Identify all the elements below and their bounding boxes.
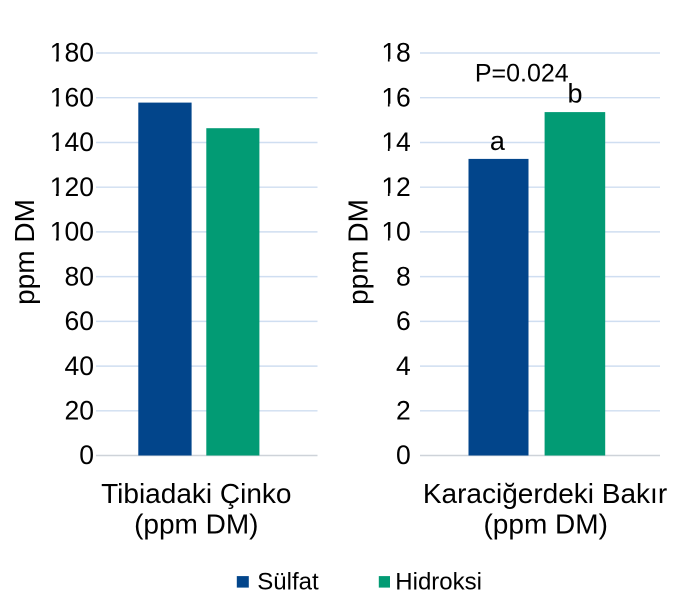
svg-text:8: 8	[396, 261, 411, 291]
svg-text:Karaciğerdeki Bakır: Karaciğerdeki Bakır	[423, 478, 667, 509]
svg-text:160: 160	[50, 82, 94, 112]
svg-text:16: 16	[381, 82, 410, 112]
svg-text:ppm DM: ppm DM	[342, 199, 373, 305]
svg-text:Hidroksi: Hidroksi	[395, 569, 482, 596]
svg-text:4: 4	[396, 351, 411, 381]
svg-text:80: 80	[65, 261, 94, 291]
svg-text:180: 180	[50, 38, 94, 68]
svg-text:Sülfat: Sülfat	[257, 569, 319, 596]
svg-text:12: 12	[381, 172, 410, 202]
svg-text:0: 0	[79, 440, 94, 470]
svg-text:a: a	[490, 126, 506, 156]
svg-text:120: 120	[50, 172, 94, 202]
svg-text:60: 60	[65, 306, 94, 336]
svg-text:6: 6	[396, 306, 411, 336]
svg-text:18: 18	[381, 38, 410, 68]
svg-text:40: 40	[65, 351, 94, 381]
svg-text:140: 140	[50, 127, 94, 157]
svg-text:14: 14	[381, 127, 410, 157]
svg-text:ppm DM: ppm DM	[9, 199, 40, 305]
svg-text:(ppm DM): (ppm DM)	[483, 509, 607, 540]
svg-text:b: b	[567, 79, 582, 109]
svg-text:P=0.024: P=0.024	[475, 59, 569, 87]
svg-text:Tibiadaki Çinko: Tibiadaki Çinko	[101, 478, 291, 509]
svg-text:2: 2	[396, 396, 411, 426]
svg-text:0: 0	[396, 440, 411, 470]
svg-text:20: 20	[65, 396, 94, 426]
svg-text:10: 10	[381, 217, 410, 247]
svg-text:(ppm DM): (ppm DM)	[134, 509, 258, 540]
svg-text:100: 100	[50, 217, 94, 247]
